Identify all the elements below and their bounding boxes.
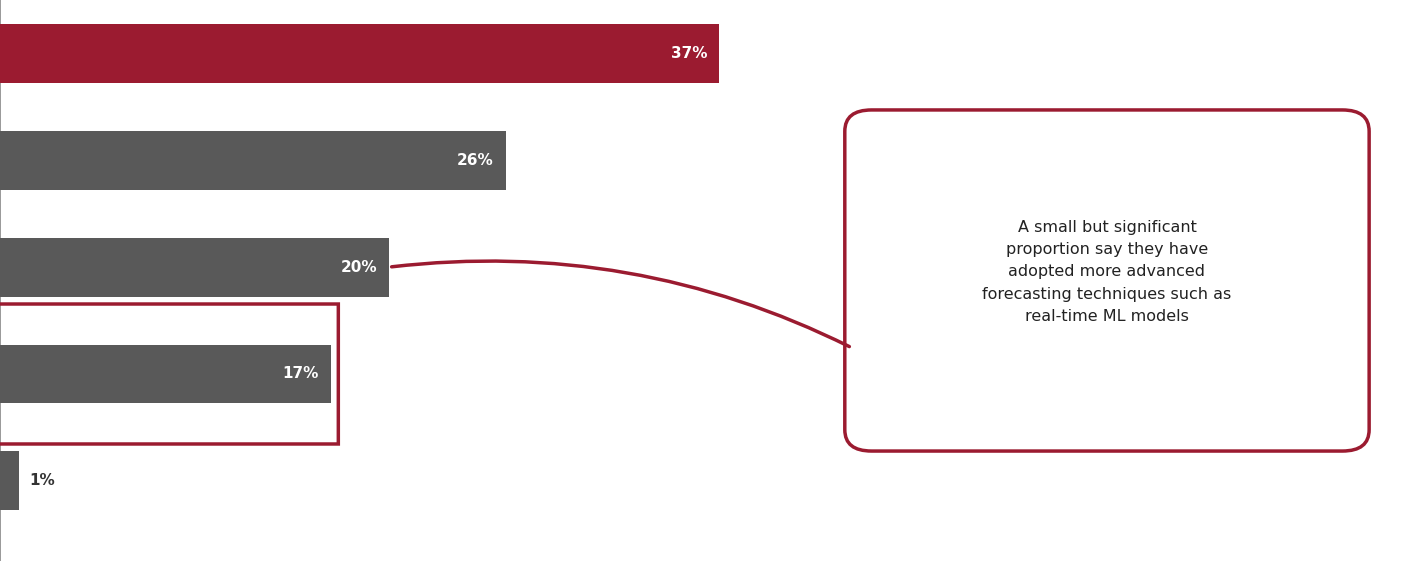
Text: 20%: 20% xyxy=(341,260,377,275)
Text: 17%: 17% xyxy=(283,366,318,381)
FancyBboxPatch shape xyxy=(845,110,1369,451)
Text: A small but significant
proportion say they have
adopted more advanced
forecasti: A small but significant proportion say t… xyxy=(983,220,1232,324)
Bar xyxy=(0,452,20,511)
Text: 1%: 1% xyxy=(30,473,55,489)
Bar xyxy=(0,24,719,83)
Text: 26%: 26% xyxy=(458,153,494,168)
Bar xyxy=(0,344,331,403)
Bar xyxy=(0,238,389,297)
Bar xyxy=(0,131,505,190)
Text: 37%: 37% xyxy=(672,46,708,61)
